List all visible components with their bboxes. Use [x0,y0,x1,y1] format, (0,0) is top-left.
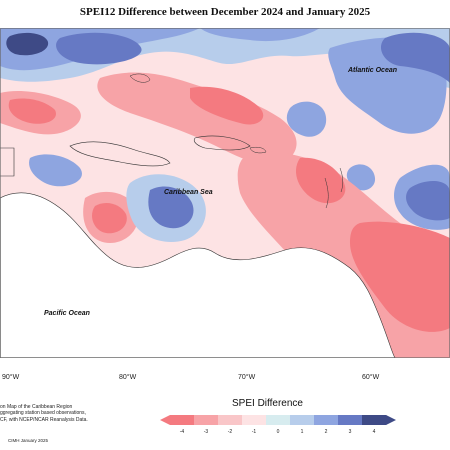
longitude-label-90w: 90°W [2,374,20,381]
dry-band-greater-antilles [97,72,297,165]
colorbar-segment [170,415,195,425]
colorbar-segment [290,415,315,425]
strong-dry-lesser-antilles [295,157,346,204]
colorbar-arrow-high [386,415,396,425]
colorbar: -4 -3 -2 -1 0 1 2 3 4 [160,415,396,435]
map-notes: on Map of the Caribbean Region ggregatin… [0,404,88,423]
coast-puerto-rico [249,146,267,154]
coast-bahamas [129,73,151,83]
strong-wet-patch-nw [6,32,49,56]
wet-core-atlantic [380,32,450,83]
coast-cuba [69,141,171,167]
colorbar-legend: -4 -3 -2 -1 0 1 2 3 4 [158,412,398,436]
longitude-label-70w: 70°W [238,374,256,381]
colorbar-arrow-low [160,415,170,425]
strong-dry-central-america [92,202,127,234]
colorbar-tick-label: -3 [204,429,209,435]
wet-patch-north [56,32,142,65]
land-central-south-america [0,192,396,358]
colorbar-tick-label: 4 [373,429,376,435]
colorbar-tick-label: 0 [277,429,280,435]
colorbar-tick-label: 2 [325,429,328,435]
colorbar-segment [266,415,291,425]
wet-patch-west [29,154,82,187]
coast-lesser-antilles [324,167,344,209]
note-line-3: CF, with NCEP/NCAR Reanalysis Data. [0,416,88,423]
colorbar-segment [218,415,243,425]
credit-text: CIMH January 2025 [8,438,49,443]
strong-dry-hispaniola [190,86,264,125]
colorbar-segment [242,415,267,425]
colorbar-tick-label: 3 [349,429,352,435]
longitude-label-60w: 60°W [362,374,380,381]
longitude-label-80w: 80°W [119,374,137,381]
colorbar-tick-label: 1 [301,429,304,435]
map-title: SPEI12 Difference between December 2024 … [79,6,371,18]
coast-yucatan [0,147,15,177]
colorbar-tick-label: -2 [228,429,233,435]
strong-dry-southeast [350,221,450,332]
coast-hispaniola [193,135,251,151]
wet-patch-north-center [200,28,320,42]
wet-patch-small-east [346,164,376,191]
colorbar-segment [194,415,219,425]
strong-dry-gulf [8,98,56,124]
note-line-2: ggregating station based observations, [0,410,86,417]
label-atlantic-ocean: Atlantic Ocean [347,67,397,74]
colorbar-segment [314,415,339,425]
spei-map: Atlantic Ocean Caribbean Sea Pacific Oce… [0,28,450,358]
colorbar-segment [362,415,387,425]
wet-patch-central [286,101,327,137]
colorbar-tick-label: -4 [180,429,185,435]
wet-core-caribbean [148,186,194,229]
label-caribbean-sea: Caribbean Sea [164,189,213,196]
map-panel: Atlantic Ocean Caribbean Sea Pacific Oce… [0,28,450,358]
note-line-1: on Map of the Caribbean Region [0,404,73,410]
wet-core-east [406,181,450,221]
legend-title: SPEI Difference [232,398,303,409]
colorbar-tick-label: -1 [252,429,257,435]
label-pacific-ocean: Pacific Ocean [44,310,90,317]
colorbar-segment [338,415,363,425]
